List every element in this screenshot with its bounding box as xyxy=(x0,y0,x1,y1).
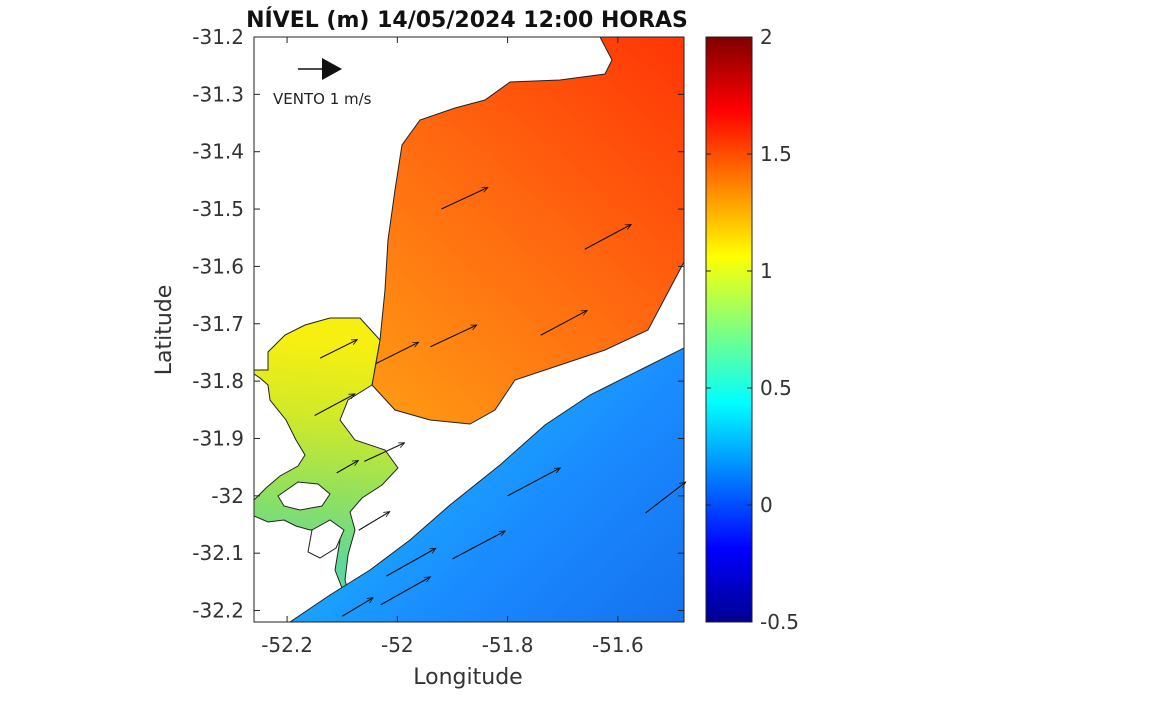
y-axis-ticks: -31.2 -31.3 -31.4 -31.5 -31.6 -31.7 -31.8 -31.9… xyxy=(192,25,684,623)
wind-vector-arrow xyxy=(319,339,357,359)
wind-vector-arrow xyxy=(645,482,685,514)
colorbar-tick-label: 0 xyxy=(760,493,773,517)
wind-vector-arrow xyxy=(441,186,488,210)
wind-legend-arrowhead-icon xyxy=(322,58,342,80)
island xyxy=(307,519,345,559)
wind-vector-arrow xyxy=(386,547,436,577)
colorbar-ticks: 2 1.5 1 0.5 0 -0.5 xyxy=(706,25,799,634)
island xyxy=(277,481,331,511)
colorbar-tick-label: 1 xyxy=(760,259,773,283)
y-tick-label: -31.4 xyxy=(192,140,244,164)
wind-vector-arrow xyxy=(375,341,418,365)
colorbar: 2 1.5 1 0.5 0 -0.5 xyxy=(705,25,799,634)
axes-frame xyxy=(253,36,685,623)
wind-vector-arrow xyxy=(430,324,477,348)
wind-vector-arrow xyxy=(380,576,431,606)
colorbar-tick-label: -0.5 xyxy=(760,610,799,634)
colorbar-tick-label: 2 xyxy=(760,25,773,49)
x-axis-ticks: -52.2 -52 -51.8 -51.6 xyxy=(261,37,644,657)
colorbar-gradient xyxy=(705,36,753,623)
colorbar-tick-label: 0.5 xyxy=(760,376,792,400)
y-tick-label: -32.2 xyxy=(192,599,244,623)
x-tick-label: -51.6 xyxy=(592,633,644,657)
wind-legend: VENTO 1 m/s xyxy=(273,58,372,108)
x-tick-label: -52.2 xyxy=(261,633,313,657)
wind-vector-arrow xyxy=(358,512,390,531)
wind-vector-arrow xyxy=(336,460,359,474)
wind-vector-arrow xyxy=(341,598,373,617)
y-tick-label: -31.9 xyxy=(192,426,244,450)
wind-vector-arrow xyxy=(507,467,561,497)
wind-vectors xyxy=(314,186,686,617)
wind-vector-arrow xyxy=(584,223,632,250)
x-axis-label: Longitude xyxy=(413,665,522,690)
y-tick-label: -32 xyxy=(211,484,244,508)
colorbar-tick-label: 1.5 xyxy=(760,142,792,166)
wind-vector-arrow xyxy=(364,442,404,462)
y-tick-label: -31.7 xyxy=(192,312,244,336)
y-tick-label: -31.2 xyxy=(192,25,244,49)
y-tick-label: -31.6 xyxy=(192,254,244,278)
ocean-region xyxy=(289,347,684,622)
wind-legend-label: VENTO 1 m/s xyxy=(273,90,372,108)
wind-vector-arrow xyxy=(540,309,588,336)
chart-title: NÍVEL (m) 14/05/2024 12:00 HORAS xyxy=(246,7,688,33)
x-tick-label: -52 xyxy=(381,633,414,657)
y-tick-label: -32.1 xyxy=(192,541,244,565)
wind-vector-arrow xyxy=(452,530,505,560)
map-area xyxy=(254,37,684,622)
x-tick-label: -51.8 xyxy=(482,633,534,657)
y-tick-label: -31.3 xyxy=(192,82,244,106)
wind-vector-arrow xyxy=(314,393,355,417)
y-tick-label: -31.5 xyxy=(192,197,244,221)
y-axis-label: Latitude xyxy=(152,285,177,376)
estuary-region xyxy=(254,317,399,599)
y-tick-label: -31.8 xyxy=(192,369,244,393)
